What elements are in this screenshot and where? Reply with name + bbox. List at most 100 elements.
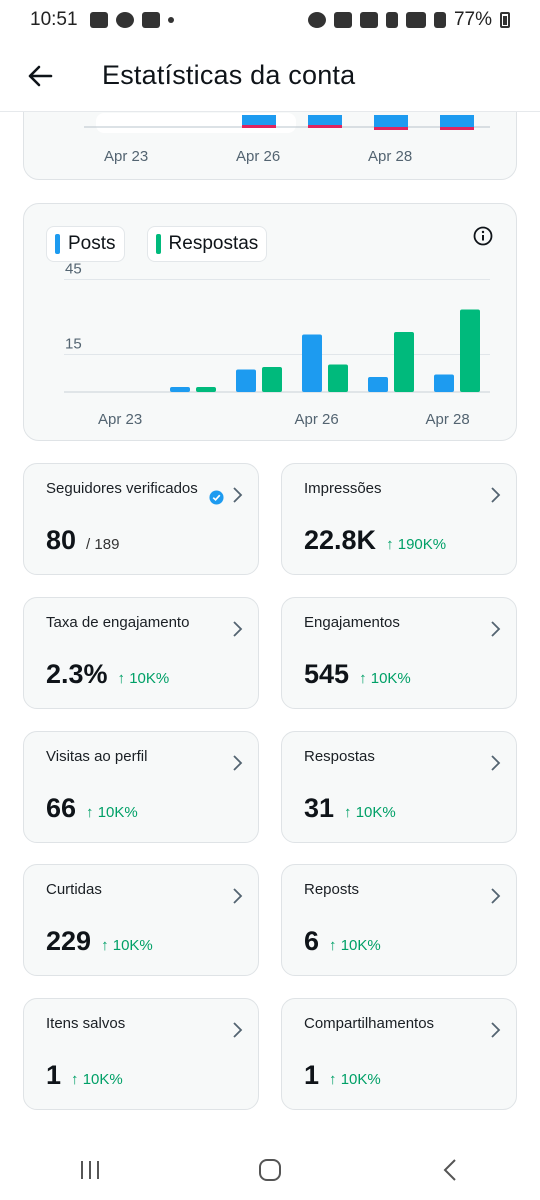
status-bar: 10:51 77% — [0, 0, 540, 40]
top-bar — [374, 115, 408, 127]
top-bar — [308, 115, 342, 125]
bar-chart: 45 15 Apr 23 Apr 26 Apr 28 — [64, 261, 490, 428]
stat-card[interactable]: Impressões 22.8K ↑ 190K% — [281, 463, 517, 575]
bar-posts[interactable] — [236, 369, 256, 393]
stat-card[interactable]: Taxa de engajamento 2.3% ↑ 10K% — [23, 597, 259, 709]
stat-card[interactable]: Itens salvos 1 ↑ 10K% — [23, 998, 259, 1110]
stat-value: 66 — [46, 793, 77, 823]
top-bar — [440, 115, 474, 127]
stat-card[interactable]: Visitas ao perfil 66 ↑ 10K% — [23, 731, 259, 843]
top-bar — [242, 115, 276, 125]
chevron-right-icon — [233, 755, 243, 771]
stat-change: ↑ 10K% — [101, 937, 153, 954]
stat-value: 22.8K — [304, 525, 377, 555]
stat-change: ↑ 10K% — [359, 670, 411, 687]
stat-card[interactable]: Respostas 31 ↑ 10K% — [281, 731, 517, 843]
stat-card[interactable]: Compartilhamentos 1 ↑ 10K% — [281, 998, 517, 1110]
system-nav-bar — [0, 1140, 540, 1200]
stat-label: Visitas ao perfil — [46, 748, 148, 765]
signal-2-icon — [433, 12, 446, 28]
arrow-left-icon — [28, 65, 53, 86]
y-tick-label: 45 — [65, 261, 82, 278]
bar-respostas[interactable] — [460, 309, 480, 393]
legend-posts-label: Posts — [68, 233, 116, 254]
stat-label: Compartilhamentos — [304, 1015, 435, 1032]
legend-posts[interactable]: Posts — [46, 226, 125, 262]
stat-change: ↑ 10K% — [117, 670, 170, 687]
stat-value: 1 — [304, 1060, 320, 1090]
bar-respostas[interactable] — [262, 367, 282, 392]
chevron-right-icon — [491, 755, 501, 771]
bar-posts[interactable] — [302, 334, 322, 393]
stat-total: / 189 — [86, 536, 120, 553]
chevron-right-icon — [233, 621, 243, 637]
gallery-icon — [89, 12, 108, 28]
mute-icon — [333, 12, 352, 28]
back-button[interactable] — [0, 40, 80, 112]
stat-card[interactable]: Engajamentos 545 ↑ 10K% — [281, 597, 517, 709]
bar-posts[interactable] — [434, 374, 454, 393]
more-notifications-icon — [167, 17, 174, 23]
legend-posts-swatch — [55, 234, 60, 254]
bar-posts[interactable] — [170, 387, 190, 392]
app-header: Estatísticas da conta — [0, 40, 540, 112]
legend-respostas-swatch — [155, 234, 161, 254]
top-bar-negative — [374, 127, 408, 130]
chevron-left-icon — [443, 1159, 456, 1181]
top-bar-negative — [440, 127, 474, 130]
top-x-tick: Apr 26 — [236, 148, 280, 165]
stat-value: 31 — [304, 793, 335, 823]
stat-label: Seguidores verificados — [46, 480, 198, 497]
x-tick-label: Apr 23 — [98, 411, 142, 428]
volte-icon — [405, 12, 426, 28]
stat-value: 80 — [46, 525, 77, 555]
stat-value: 6 — [304, 926, 320, 956]
legend-respostas-label: Respostas — [168, 233, 259, 254]
status-time: 10:51 — [30, 9, 78, 30]
bar-respostas[interactable] — [394, 332, 414, 392]
chevron-right-icon — [233, 1022, 243, 1038]
chat-icon — [115, 12, 134, 28]
stat-value: 2.3% — [46, 659, 108, 689]
chevron-right-icon — [233, 888, 243, 904]
bar-respostas[interactable] — [196, 387, 216, 392]
info-icon[interactable] — [473, 226, 493, 246]
legend-respostas[interactable]: Respostas — [146, 226, 268, 262]
home-icon — [259, 1159, 281, 1181]
x-tick-label: Apr 26 — [295, 411, 339, 428]
chevron-right-icon — [233, 487, 243, 503]
stat-change: ↑ 10K% — [329, 1071, 381, 1088]
recents-button[interactable] — [60, 1145, 120, 1195]
signal-icon — [385, 12, 398, 28]
top-x-tick: Apr 23 — [104, 148, 148, 165]
posts-replies-chart-card: Posts Respostas 45 15 Apr 23 Apr 26 Apr 28 — [23, 203, 517, 441]
stat-label: Respostas — [304, 748, 375, 765]
home-button[interactable] — [240, 1145, 300, 1195]
wifi-icon — [359, 12, 378, 28]
chevron-right-icon — [491, 621, 501, 637]
bar-posts[interactable] — [368, 377, 388, 392]
stat-value: 229 — [46, 926, 92, 956]
stat-label: Curtidas — [46, 881, 102, 898]
stat-label: Impressões — [304, 480, 382, 497]
stat-change: ↑ 190K% — [386, 536, 447, 553]
stat-value: 1 — [46, 1060, 62, 1090]
scroll-content[interactable]: Apr 23 Apr 26 Apr 28 Posts Respostas 45 1… — [0, 112, 540, 1140]
chevron-right-icon — [491, 1022, 501, 1038]
top-bar-negative — [308, 125, 342, 128]
stat-value: 545 — [304, 659, 350, 689]
alarm-icon — [307, 12, 326, 28]
system-back-button[interactable] — [420, 1145, 480, 1195]
chevron-right-icon — [491, 888, 501, 904]
stat-card[interactable]: Seguidores verificados 80 / 189 — [23, 463, 259, 575]
bar-respostas[interactable] — [328, 364, 348, 393]
y-tick-label: 15 — [65, 336, 82, 353]
top-x-tick: Apr 28 — [368, 148, 412, 165]
battery-percent: 77% — [453, 9, 492, 30]
stat-card[interactable]: Curtidas 229 ↑ 10K% — [23, 864, 259, 976]
chevron-right-icon — [491, 487, 501, 503]
recents-icon — [81, 1161, 99, 1179]
page-title: Estatísticas da conta — [102, 60, 356, 90]
stat-card[interactable]: Reposts 6 ↑ 10K% — [281, 864, 517, 976]
chart-card-top: Apr 23 Apr 26 Apr 28 — [23, 112, 517, 180]
